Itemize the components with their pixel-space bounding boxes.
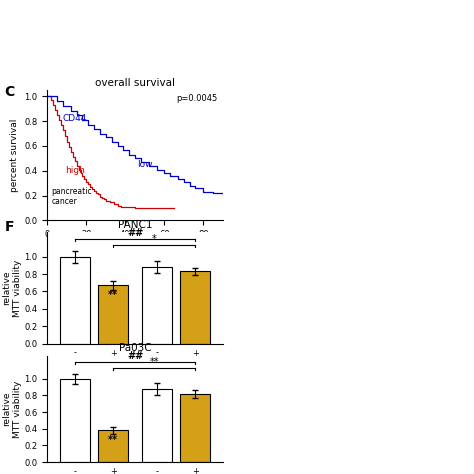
Title: Pa03C: Pa03C	[119, 343, 151, 353]
Text: siCN: siCN	[84, 357, 103, 366]
Bar	[180, 272, 210, 344]
Bar	[60, 256, 90, 344]
X-axis label: months: months	[117, 245, 154, 255]
Text: MSN: MSN	[52, 367, 71, 376]
Text: high: high	[65, 166, 85, 175]
Text: **: **	[108, 435, 118, 445]
Bar	[98, 285, 128, 344]
Text: low: low	[137, 160, 153, 169]
Title: PANC1: PANC1	[118, 220, 152, 230]
Text: ##: ##	[127, 351, 143, 361]
Title: overall survival: overall survival	[95, 78, 175, 88]
Text: p=0.0045: p=0.0045	[176, 94, 218, 103]
Y-axis label: relative
MTT viability: relative MTT viability	[2, 380, 22, 438]
Bar	[142, 267, 172, 344]
Text: CD44: CD44	[63, 114, 87, 123]
Text: pancreatic
cancer: pancreatic cancer	[51, 187, 92, 206]
Text: F: F	[5, 220, 14, 235]
Bar	[142, 389, 172, 462]
Bar	[60, 379, 90, 462]
Text: ##: ##	[127, 228, 143, 238]
Text: *: *	[152, 235, 156, 245]
Text: **: **	[149, 357, 159, 367]
Y-axis label: percent survival: percent survival	[10, 118, 19, 192]
Bar	[180, 394, 210, 462]
Text: siCD44: siCD44	[161, 357, 191, 366]
Text: C: C	[5, 85, 15, 100]
Y-axis label: relative
MTT viability: relative MTT viability	[2, 259, 22, 317]
Text: **: **	[108, 290, 118, 300]
Bar	[98, 430, 128, 462]
